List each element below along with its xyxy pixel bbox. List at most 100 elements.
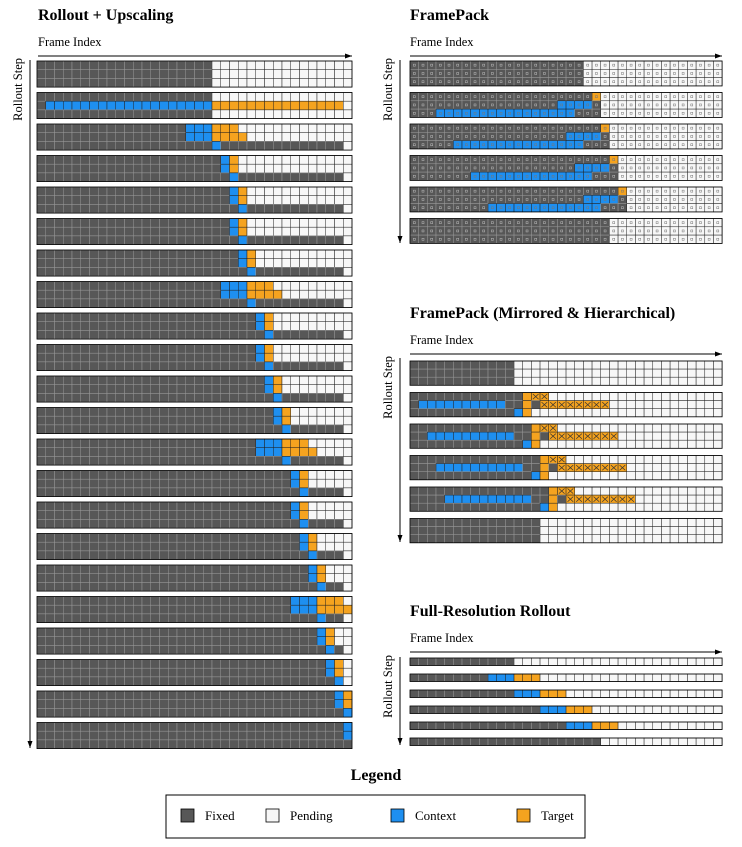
cell-dot bbox=[716, 238, 720, 241]
frame-cell bbox=[194, 564, 204, 574]
frame-cell bbox=[513, 471, 523, 481]
frame-cell bbox=[80, 186, 90, 196]
frame-cell bbox=[98, 613, 108, 623]
frame-cell bbox=[176, 281, 186, 291]
cell-dot bbox=[664, 189, 668, 193]
frame-cell bbox=[176, 627, 186, 637]
frame-cell bbox=[704, 431, 714, 441]
frame-cell bbox=[343, 415, 353, 426]
frame-cell bbox=[635, 186, 645, 196]
frame-cell bbox=[453, 140, 463, 150]
frame-cell bbox=[687, 486, 697, 496]
frame-cell bbox=[713, 431, 723, 441]
frame-cell bbox=[713, 155, 723, 165]
frame-cell bbox=[124, 267, 134, 277]
frame-cell bbox=[548, 163, 558, 173]
cell-dot bbox=[716, 135, 720, 138]
frame-cell bbox=[343, 487, 353, 497]
frame-cell bbox=[548, 218, 558, 228]
frame-cell bbox=[290, 172, 300, 182]
cell-dot bbox=[664, 229, 668, 233]
frame-cell bbox=[565, 163, 575, 173]
frame-cell bbox=[238, 100, 248, 111]
frame-cell bbox=[141, 604, 151, 615]
frame-cell bbox=[185, 407, 195, 417]
cell-dot bbox=[647, 206, 650, 209]
frame-cell bbox=[115, 258, 125, 268]
frame-cell bbox=[211, 235, 221, 245]
frame-cell bbox=[522, 234, 532, 244]
frame-cell bbox=[453, 502, 463, 512]
frame-cell bbox=[409, 77, 419, 87]
frame-cell bbox=[159, 582, 169, 592]
frame-cell bbox=[678, 392, 688, 401]
frame-cell bbox=[496, 360, 506, 370]
frame-cell bbox=[661, 60, 671, 70]
frame-cell bbox=[246, 456, 256, 466]
frame-block bbox=[36, 659, 353, 687]
frame-cell bbox=[316, 141, 326, 151]
frame-cell bbox=[487, 518, 497, 527]
frame-cell bbox=[565, 705, 575, 714]
cell-dot bbox=[655, 175, 659, 178]
frame-cell bbox=[600, 360, 610, 370]
frame-cell bbox=[98, 636, 108, 646]
block-border bbox=[36, 218, 353, 246]
frame-cell bbox=[185, 519, 195, 529]
frame-cell bbox=[316, 519, 326, 529]
frame-cell bbox=[343, 186, 353, 196]
frame-cell bbox=[334, 289, 344, 300]
frame-cell bbox=[444, 234, 454, 244]
frame-cell bbox=[203, 384, 213, 394]
frame-cell bbox=[626, 140, 636, 150]
frame-cell bbox=[461, 234, 471, 244]
frame-cell bbox=[652, 494, 662, 504]
frame-cell bbox=[713, 108, 723, 118]
frame-cell bbox=[626, 673, 636, 682]
frame-cell bbox=[531, 463, 541, 472]
cell-dot bbox=[534, 238, 537, 241]
frame-cell bbox=[687, 163, 697, 173]
cell-dot bbox=[629, 206, 633, 209]
frame-cell bbox=[264, 155, 274, 165]
frame-cell bbox=[281, 501, 291, 511]
hatch bbox=[619, 496, 626, 502]
frame-cell bbox=[150, 478, 160, 489]
frame-cell bbox=[159, 708, 169, 718]
frame-cell bbox=[505, 195, 515, 204]
frame-cell bbox=[141, 699, 151, 709]
frame-cell bbox=[45, 730, 55, 741]
frame-cell bbox=[80, 361, 90, 371]
frame-cell bbox=[98, 487, 108, 497]
frame-cell bbox=[36, 550, 46, 560]
frame-cell bbox=[150, 407, 160, 417]
frame-cell bbox=[115, 330, 125, 340]
frame-cell bbox=[704, 108, 714, 118]
frame-cell bbox=[220, 69, 230, 79]
frame-cell bbox=[531, 186, 541, 196]
frame-cell bbox=[461, 518, 471, 527]
frame-cell bbox=[609, 423, 619, 433]
frame-cell bbox=[643, 721, 654, 730]
frame-cell bbox=[713, 463, 723, 472]
frame-cell bbox=[63, 722, 73, 732]
frame-cell bbox=[565, 108, 575, 118]
frame-cell bbox=[150, 132, 160, 142]
cell-dot bbox=[560, 206, 563, 209]
frame-cell bbox=[63, 361, 73, 371]
frame-cell bbox=[89, 204, 99, 214]
frame-cell bbox=[80, 407, 90, 417]
frame-cell bbox=[255, 172, 265, 182]
frame-cell bbox=[211, 249, 221, 259]
frame-cell bbox=[133, 722, 143, 732]
frame-cell bbox=[513, 226, 523, 236]
cell-dot bbox=[638, 126, 642, 130]
frame-cell bbox=[150, 533, 160, 543]
frame-cell bbox=[343, 235, 353, 245]
frame-cell bbox=[203, 218, 213, 228]
cell-dot bbox=[569, 206, 572, 209]
cell-dot bbox=[430, 158, 433, 161]
cell-dot bbox=[577, 229, 581, 233]
cell-dot bbox=[621, 72, 624, 75]
frame-cell bbox=[548, 123, 558, 133]
